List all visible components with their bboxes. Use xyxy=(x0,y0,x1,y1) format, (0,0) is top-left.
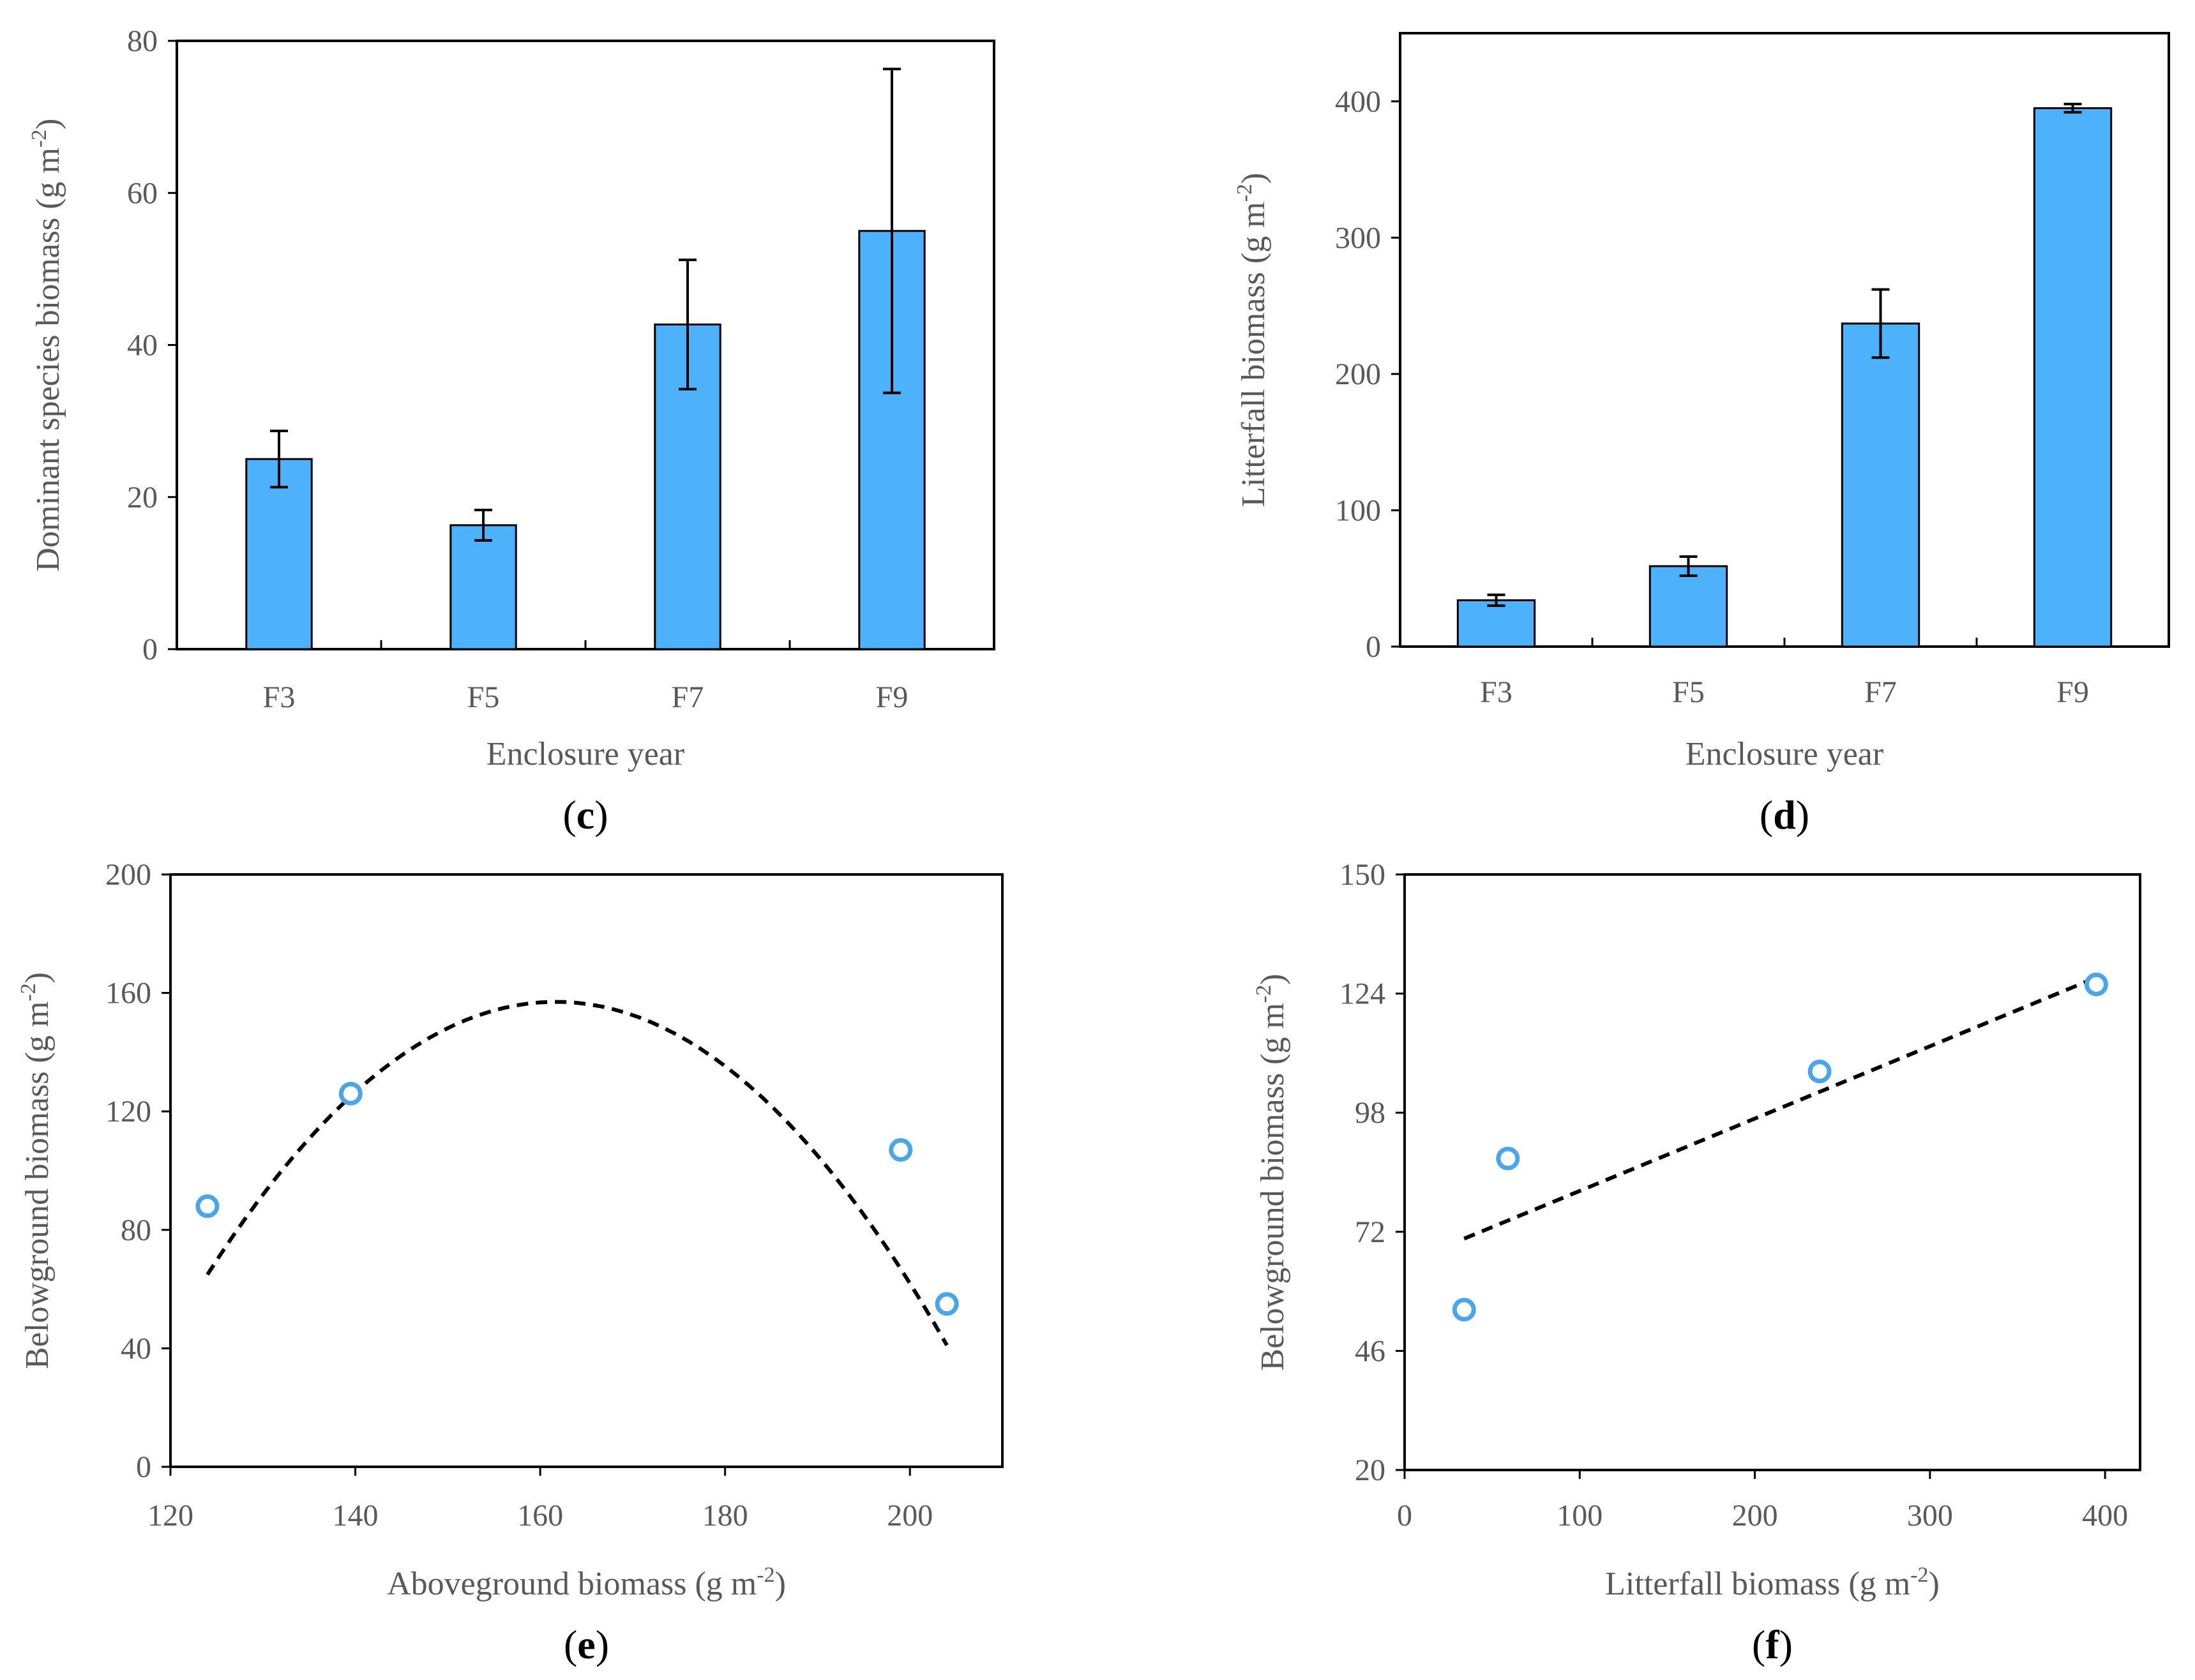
y-tick-label: 60 xyxy=(127,176,158,210)
data-point-1 xyxy=(1452,1298,1476,1322)
x-tick-label: 140 xyxy=(333,1499,379,1533)
x-tick-label: F3 xyxy=(263,680,296,714)
chart-panel-f: 20 46 72 98 124 150 0 100 200 300 400 Litterfall bi… xyxy=(1252,858,2141,1667)
y-tick-label: 0 xyxy=(142,633,158,666)
y-tick-label: 150 xyxy=(1339,858,1385,892)
y-tick-label: 40 xyxy=(121,1331,151,1365)
data-point-3 xyxy=(889,1138,913,1162)
chart-panel-d: 0 100 200 300 400 F3 F5 F7 F9 Enclosure year Litte… xyxy=(1233,32,2170,837)
bar-F3 xyxy=(1456,599,1536,648)
y-tick-label: 72 xyxy=(1355,1215,1385,1249)
panel-label: (d) xyxy=(1760,792,1809,837)
x-tick-label: 120 xyxy=(147,1499,193,1533)
x-tick-label: 0 xyxy=(1397,1499,1412,1533)
chart-panel-e: 0 40 80 120 160 200 120 140 160 180 200 Aboveground… xyxy=(17,858,1004,1667)
panel-label: (e) xyxy=(564,1622,609,1667)
y-tick-label: 300 xyxy=(1335,221,1381,255)
y-tick-label: 200 xyxy=(105,858,151,892)
y-tick-label: 40 xyxy=(127,329,158,363)
x-tick-label: F9 xyxy=(2056,675,2089,709)
y-tick-label: 400 xyxy=(1335,85,1381,119)
data-point-4 xyxy=(2084,972,2108,996)
y-tick-label: 0 xyxy=(136,1450,151,1484)
y-tick-label: 200 xyxy=(1335,357,1381,391)
data-point-2 xyxy=(1496,1146,1520,1171)
plot-frame xyxy=(1403,873,2141,1471)
trend-line xyxy=(206,1000,949,1347)
bar-F5 xyxy=(1648,565,1728,648)
x-tick-label: 400 xyxy=(2082,1499,2128,1533)
y-tick-label: 160 xyxy=(105,977,151,1010)
x-axis-label: Aboveground biomass (g m-2) xyxy=(387,1563,786,1602)
y-tick-label: 80 xyxy=(121,1213,151,1247)
y-tick-label: 120 xyxy=(105,1095,151,1129)
x-axis-label: Litterfall biomass (g m-2) xyxy=(1605,1563,1940,1602)
y-tick-label: 100 xyxy=(1335,493,1381,527)
x-tick-label: 100 xyxy=(1557,1499,1603,1533)
data-point-3 xyxy=(1807,1060,1832,1084)
x-tick-label: 200 xyxy=(887,1499,933,1533)
bar-F3 xyxy=(245,458,313,650)
y-tick-label: 20 xyxy=(127,481,158,514)
x-tick-label: F7 xyxy=(672,680,704,714)
y-tick-label: 20 xyxy=(1355,1453,1385,1487)
x-tick-label: 200 xyxy=(1732,1499,1778,1533)
data-point-1 xyxy=(195,1194,220,1219)
x-axis-label: Enclosure year xyxy=(487,736,684,772)
bar-F5 xyxy=(449,524,517,650)
x-tick-label: 160 xyxy=(517,1499,563,1533)
bar-F7 xyxy=(1841,322,1920,648)
x-tick-label: F7 xyxy=(1864,675,1897,709)
x-tick-label: 300 xyxy=(1907,1499,1953,1533)
plot-frame xyxy=(169,873,1004,1468)
y-axis-label: Belowground biomass (g m-2) xyxy=(17,972,56,1369)
y-axis-label: Litterfall biomass (g m-2) xyxy=(1233,173,1272,507)
y-tick-label: 80 xyxy=(127,24,158,58)
data-point-2 xyxy=(338,1081,363,1106)
y-tick-label: 0 xyxy=(1366,630,1381,664)
y-axis-label: Dominant species biomass (g m-2) xyxy=(27,118,66,571)
trend-line xyxy=(1463,975,2097,1241)
x-tick-label: F9 xyxy=(876,680,909,714)
x-tick-label: 180 xyxy=(702,1499,748,1533)
y-axis-label: Belowground biomass (g m-2) xyxy=(1252,974,1291,1371)
y-tick-label: 46 xyxy=(1355,1334,1385,1368)
panel-label: (f) xyxy=(1752,1622,1793,1667)
chart-panel-c: 0 20 40 60 80 F3 F5 F7 F9 Enclosure year Dominant … xyxy=(27,24,995,837)
panel-label: (c) xyxy=(562,792,608,837)
y-tick-label: 98 xyxy=(1355,1096,1385,1130)
x-tick-label: F3 xyxy=(1480,675,1512,709)
x-axis-label: Enclosure year xyxy=(1686,736,1883,772)
y-tick-label: 124 xyxy=(1339,977,1385,1011)
bar-F9 xyxy=(2033,107,2113,648)
x-tick-label: F5 xyxy=(1672,675,1705,709)
data-point-4 xyxy=(935,1292,959,1316)
x-tick-label: F5 xyxy=(467,680,500,714)
